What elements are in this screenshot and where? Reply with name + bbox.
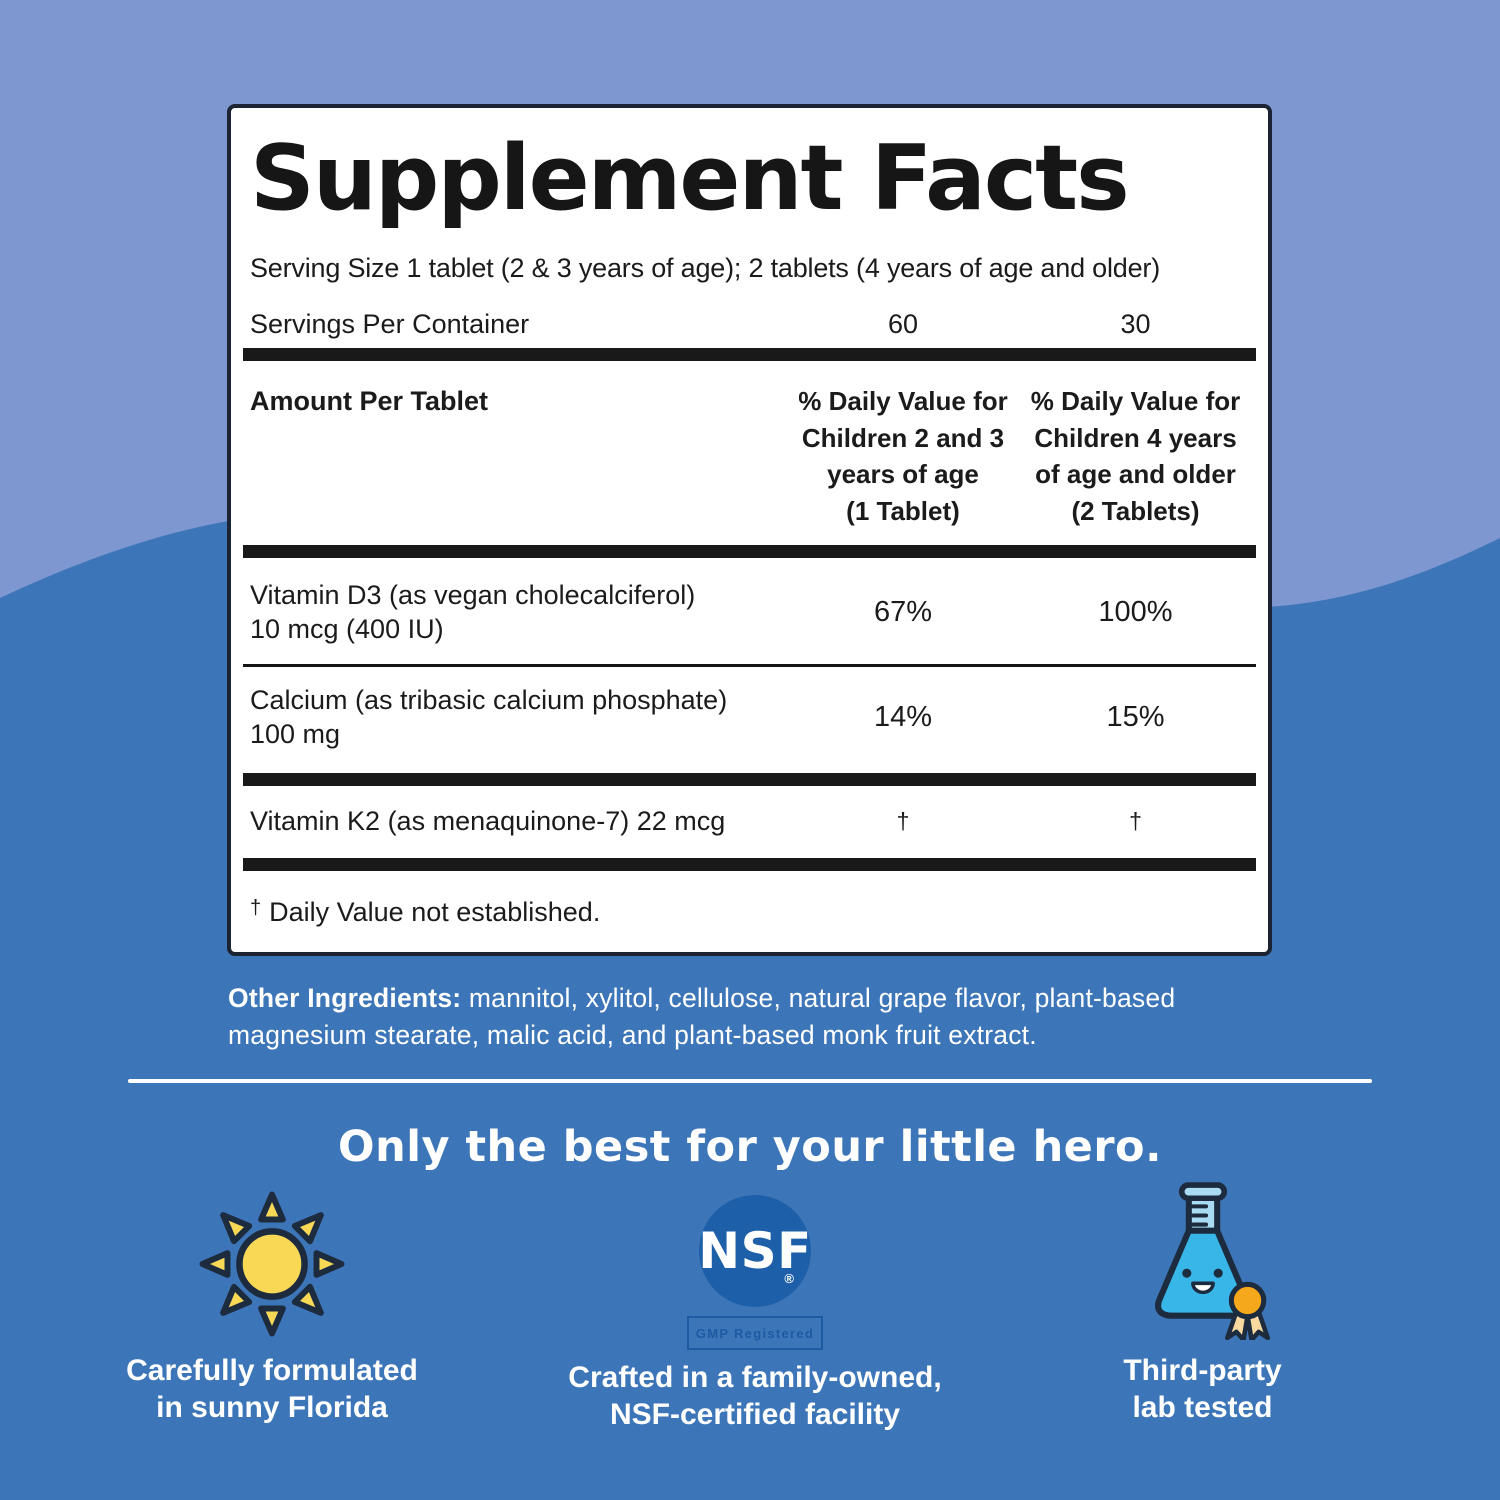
dv-children-2-3: † <box>896 807 910 834</box>
dagger-symbol: † <box>250 897 262 919</box>
nutrient-name: Vitamin K2 (as menaquinone-7) 22 mcg <box>250 806 726 836</box>
serving-size-line: Serving Size 1 tablet (2 & 3 years of ag… <box>250 253 1161 283</box>
thick-rule <box>243 858 1256 871</box>
nutrient-name: Calcium (as tribasic calcium phosphate) … <box>250 685 728 749</box>
servings-value-2tablets: 30 <box>1120 309 1151 339</box>
dv-children-4-older: † <box>1129 807 1142 834</box>
feature-caption: Third-party lab tested <box>1123 1354 1282 1424</box>
section-divider <box>128 1079 1372 1083</box>
feature-nsf: NSF ® GMP Registered Crafted in a family… <box>560 1195 950 1433</box>
nsf-badge-icon: NSF ® <box>698 1195 812 1307</box>
thick-rule <box>243 773 1256 786</box>
sun-icon <box>92 1188 452 1340</box>
servings-label: Servings Per Container <box>250 309 530 339</box>
table-row-vitamin-d3: Vitamin D3 (as vegan cholecalciferol) 10… <box>250 558 1249 664</box>
dv-children-2-3: 14% <box>873 700 933 733</box>
table-header-row: Amount Per Tablet % Daily Value for Chil… <box>250 383 1249 529</box>
other-ingredients-text: mannitol, xylitol, cellulose, natural gr… <box>228 983 1176 1050</box>
feature-florida: Carefully formulated in sunny Florida <box>92 1188 452 1426</box>
thick-rule <box>243 348 1256 361</box>
tagline: Only the best for your little hero. <box>338 1122 1162 1172</box>
table-row-vitamin-k2: Vitamin K2 (as menaquinone-7) 22 mcg † † <box>250 786 1249 858</box>
gmp-registered-badge: GMP Registered <box>687 1316 823 1350</box>
dv-children-4-older: 15% <box>1106 700 1165 733</box>
panel-title: Supplement Facts <box>250 126 1130 231</box>
table-row-calcium: Calcium (as tribasic calcium phosphate) … <box>250 667 1249 773</box>
thick-rule <box>243 545 1256 558</box>
amount-per-tablet-header: Amount Per Tablet <box>250 386 489 416</box>
lab-flask-icon <box>1020 1178 1385 1340</box>
servings-per-container-row: Servings Per Container 60 30 <box>250 308 1249 340</box>
dv-children-4-older: 100% <box>1098 595 1173 628</box>
servings-value-1tablet: 60 <box>887 309 919 339</box>
registered-trademark: ® <box>784 1271 794 1286</box>
feature-lab-tested: Third-party lab tested <box>1020 1178 1385 1426</box>
column-header-children-2-3: % Daily Value for Children 2 and 3 years… <box>798 386 1008 526</box>
feature-caption: Crafted in a family-owned, NSF-certified… <box>568 1361 942 1431</box>
thin-rule <box>243 664 1256 667</box>
column-header-children-4-older: % Daily Value for Children 4 years of ag… <box>1030 386 1241 526</box>
nsf-logo-text: NSF <box>698 1222 812 1280</box>
other-ingredients-label: Other Ingredients: <box>228 983 462 1013</box>
daily-value-footnote: † Daily Value not established. <box>250 897 601 927</box>
supplement-facts-panel: Supplement Facts Serving Size 1 tablet (… <box>227 104 1272 956</box>
nutrient-name: Vitamin D3 (as vegan cholecalciferol) 10… <box>250 580 696 644</box>
dv-children-2-3: 67% <box>873 595 933 628</box>
other-ingredients: Other Ingredients: mannitol, xylitol, ce… <box>228 980 1203 1054</box>
feature-caption: Carefully formulated in sunny Florida <box>126 1354 418 1424</box>
